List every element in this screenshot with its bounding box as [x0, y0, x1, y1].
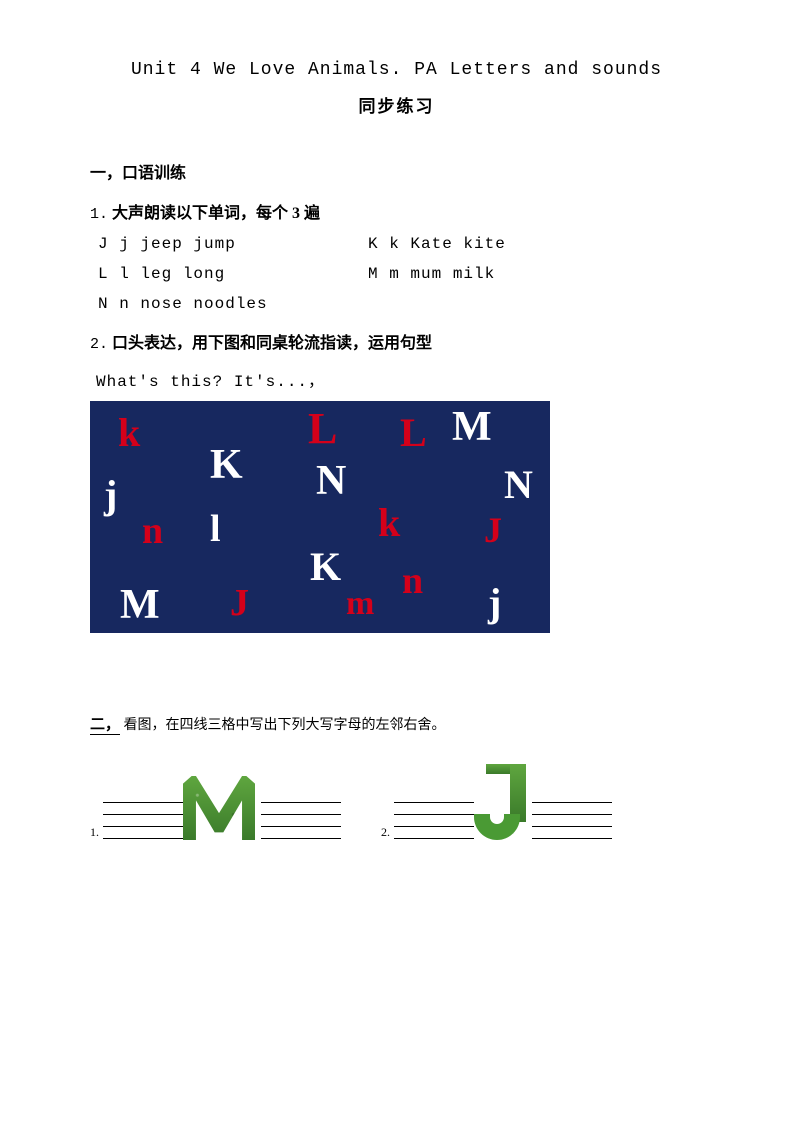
- leaf-letter-m-icon: [183, 776, 255, 840]
- section1-item2: 2. 口头表达，用下图和同桌轮流指读，运用句型: [90, 329, 703, 353]
- ex1-number: 1.: [90, 825, 99, 840]
- word-cell: J j jeep jump: [98, 235, 368, 253]
- section1-heading: 一，口语训练: [90, 159, 703, 183]
- word-rows: J j jeep jumpK k Kate kiteL l leg longM …: [90, 235, 703, 313]
- letter-m: m: [346, 585, 374, 623]
- section1-item1: 1. 大声朗读以下单词，每个 3 遍: [90, 199, 703, 223]
- word-cell: M m mum milk: [368, 265, 495, 283]
- letter-k: K: [210, 441, 243, 489]
- page-subtitle: 同步练习: [90, 92, 703, 117]
- letter-j: j: [104, 471, 117, 518]
- exercise-row: 1. 2.: [90, 764, 703, 840]
- word-row: N n nose noodles: [98, 295, 703, 313]
- four-line-grid: [103, 802, 183, 840]
- item1-text: 大声朗读以下单词，每个 3 遍: [112, 205, 320, 222]
- word-cell: L l leg long: [98, 265, 368, 283]
- leaf-letter-j-icon: [474, 764, 526, 840]
- letter-j: j: [488, 579, 501, 626]
- letter-l: L: [308, 403, 337, 454]
- item1-number: 1.: [90, 206, 108, 223]
- letter-n: N: [316, 457, 346, 505]
- section2-text: 看图，在四线三格中写出下列大写字母的左邻右舍。: [124, 718, 446, 733]
- letter-l: l: [210, 507, 221, 551]
- ex2-number: 2.: [381, 825, 390, 840]
- word-row: J j jeep jumpK k Kate kite: [98, 235, 703, 253]
- page-title: Unit 4 We Love Animals. PA Letters and s…: [90, 60, 703, 80]
- four-line-grid: [394, 802, 474, 840]
- section2-prefix: 二，: [90, 717, 120, 735]
- letter-m: M: [452, 403, 492, 451]
- item2-number: 2.: [90, 336, 108, 353]
- practice-sentence: What's this? It's...，: [96, 367, 703, 391]
- four-line-grid: [532, 802, 612, 840]
- letter-j: J: [484, 509, 502, 551]
- letter-k: K: [310, 543, 341, 590]
- item2-text: 口头表达，用下图和同桌轮流指读，运用句型: [112, 335, 432, 352]
- letter-k: k: [378, 499, 400, 546]
- letter-m: M: [120, 581, 160, 629]
- letter-n: n: [142, 509, 163, 553]
- word-cell: N n nose noodles: [98, 295, 368, 313]
- word-cell: K k Kate kite: [368, 235, 506, 253]
- letter-j: J: [230, 581, 249, 625]
- letter-identification-box: kLLMKNNjnlkJKnMJmj: [90, 401, 550, 633]
- letter-n: N: [504, 461, 533, 508]
- section2-heading: 二， 看图，在四线三格中写出下列大写字母的左邻右舍。: [90, 713, 703, 734]
- letter-n: n: [402, 559, 423, 603]
- four-line-grid: [261, 802, 341, 840]
- word-row: L l leg longM m mum milk: [98, 265, 703, 283]
- letter-l: L: [400, 409, 427, 456]
- letter-k: k: [118, 409, 140, 456]
